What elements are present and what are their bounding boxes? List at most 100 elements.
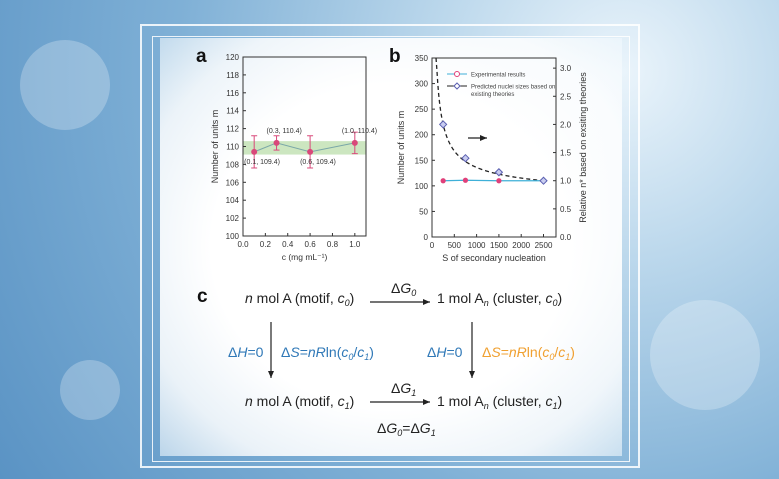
data-label: (1.0, 110.4) <box>342 128 377 135</box>
y-tick-label: 104 <box>226 196 240 205</box>
scheme-top-right: 1 mol An (cluster, c0) <box>437 290 562 308</box>
equation-subscript: 0 <box>344 298 350 308</box>
predicted-point <box>539 176 548 185</box>
equation-text: ) <box>349 393 355 409</box>
legend-marker-predicted <box>453 82 461 90</box>
arrow-dg0-head <box>423 299 430 305</box>
x-tick-label: 0.6 <box>305 240 317 249</box>
equation-subscript: n <box>483 298 489 308</box>
equation-text: Δ <box>281 344 291 360</box>
y-tick-label: 118 <box>226 71 239 80</box>
scheme-ds-left: ΔS=nRln(c0/c1) <box>281 344 374 362</box>
equation-text: n <box>245 393 253 409</box>
y-tick-label: 106 <box>226 178 240 187</box>
data-label: (0.3, 110.4) <box>267 128 302 135</box>
arrow-right-down-head <box>469 371 475 378</box>
y-tick-label: 50 <box>419 207 428 216</box>
panel-label-b: b <box>389 46 401 67</box>
x-axis-label: S of secondary nucleation <box>442 253 546 263</box>
y-tick-label: 200 <box>415 131 429 140</box>
experimental-point <box>462 177 469 183</box>
x-tick-label: 1000 <box>468 241 486 250</box>
scheme-ds-right: ΔS=nRln(c0/c1) <box>482 344 575 362</box>
equation-text: c <box>357 344 365 360</box>
equation-subscript: 0 <box>348 352 354 362</box>
x-tick-label: 0.4 <box>282 240 294 249</box>
equation-text: mol A (motif, <box>252 393 338 409</box>
equation-text: mol A (motif, <box>252 290 338 306</box>
background-bokeh <box>650 300 760 410</box>
legend-label-predicted: Predicted nuclei sizes based on <box>471 85 555 91</box>
y-tick-label: 114 <box>226 107 239 116</box>
x-tick-label: 2000 <box>512 241 530 250</box>
data-point <box>351 139 358 146</box>
y2-tick-label: 1.5 <box>560 149 572 158</box>
legend-label-experimental: Experimental results <box>471 73 525 79</box>
legend-label-predicted: existing theories <box>471 92 514 98</box>
data-point <box>273 139 280 146</box>
equation-text: H <box>436 344 447 360</box>
scheme-dh-left: ΔH=0 <box>228 344 263 360</box>
y-tick-label: 116 <box>226 89 239 98</box>
y2-tick-label: 1.0 <box>560 177 572 186</box>
y2-tick-label: 2.5 <box>560 92 572 101</box>
y-tick-label: 300 <box>415 80 429 89</box>
y2-tick-label: 3.0 <box>560 64 572 73</box>
decorative-frame <box>152 36 630 462</box>
equation-text: Δ <box>427 344 437 360</box>
x-tick-label: 500 <box>448 241 462 250</box>
background-bokeh <box>60 360 120 420</box>
experimental-point <box>440 178 446 184</box>
equation-text: =Δ <box>402 420 420 436</box>
arrow-right-annotation-head <box>480 135 487 141</box>
predicted-point <box>461 153 470 163</box>
decorative-frame <box>140 24 640 468</box>
equation-text: c <box>341 344 349 360</box>
equation-text: S <box>491 344 501 360</box>
data-label: (0.1, 109.4) <box>244 159 280 166</box>
equation-subscript: 1 <box>565 352 571 362</box>
y-tick-label: 108 <box>226 160 240 169</box>
equation-text: 1 mol A <box>437 290 484 306</box>
y-tick-label: 112 <box>226 125 239 134</box>
scheme-bottom-right: 1 mol An (cluster, c1) <box>437 393 563 411</box>
equation-text: G <box>400 380 412 396</box>
equation-text: c <box>542 344 550 360</box>
equation-text: nR <box>508 344 527 360</box>
y2-tick-label: 0.5 <box>560 205 572 214</box>
equation-text: Δ <box>391 380 401 396</box>
equation-text: ) <box>557 393 563 409</box>
equation-subscript: 1 <box>411 388 417 398</box>
y-tick-label: 250 <box>415 105 429 114</box>
figure-panel <box>160 38 622 456</box>
y-tick-label: 102 <box>226 214 240 223</box>
y-tick-label: 120 <box>226 53 240 62</box>
x-tick-label: 0 <box>430 241 435 250</box>
equation-text: G <box>386 420 398 436</box>
equation-subscript: 0 <box>552 298 558 308</box>
y-tick-label: 350 <box>415 54 429 63</box>
equation-text: c <box>545 393 553 409</box>
scheme-equality: ΔG0=ΔG1 <box>377 420 436 438</box>
equation-text: Δ <box>391 280 401 296</box>
equation-subscript: n <box>483 401 489 411</box>
equation-text: n <box>245 290 253 306</box>
data-point <box>307 148 314 155</box>
equation-text: = <box>500 344 509 360</box>
scheme-dg0: ΔG0 <box>391 280 416 298</box>
x-tick-label: 1.0 <box>349 240 361 249</box>
equation-text: c <box>545 290 553 306</box>
y-axis-label: Number of units m <box>210 110 220 184</box>
equation-text: Δ <box>377 420 387 436</box>
equation-text: (cluster, <box>488 290 546 306</box>
y-tick-label: 100 <box>226 232 240 241</box>
plot-frame <box>431 57 557 238</box>
equation-text: nR <box>307 344 326 360</box>
equation-text: =0 <box>247 344 264 360</box>
predicted-point <box>494 168 504 177</box>
y2-tick-label: 0.0 <box>560 233 572 242</box>
equation-text: G <box>400 280 412 296</box>
equation-text: ln( <box>325 344 342 360</box>
arrow-dg1-head <box>423 399 430 405</box>
